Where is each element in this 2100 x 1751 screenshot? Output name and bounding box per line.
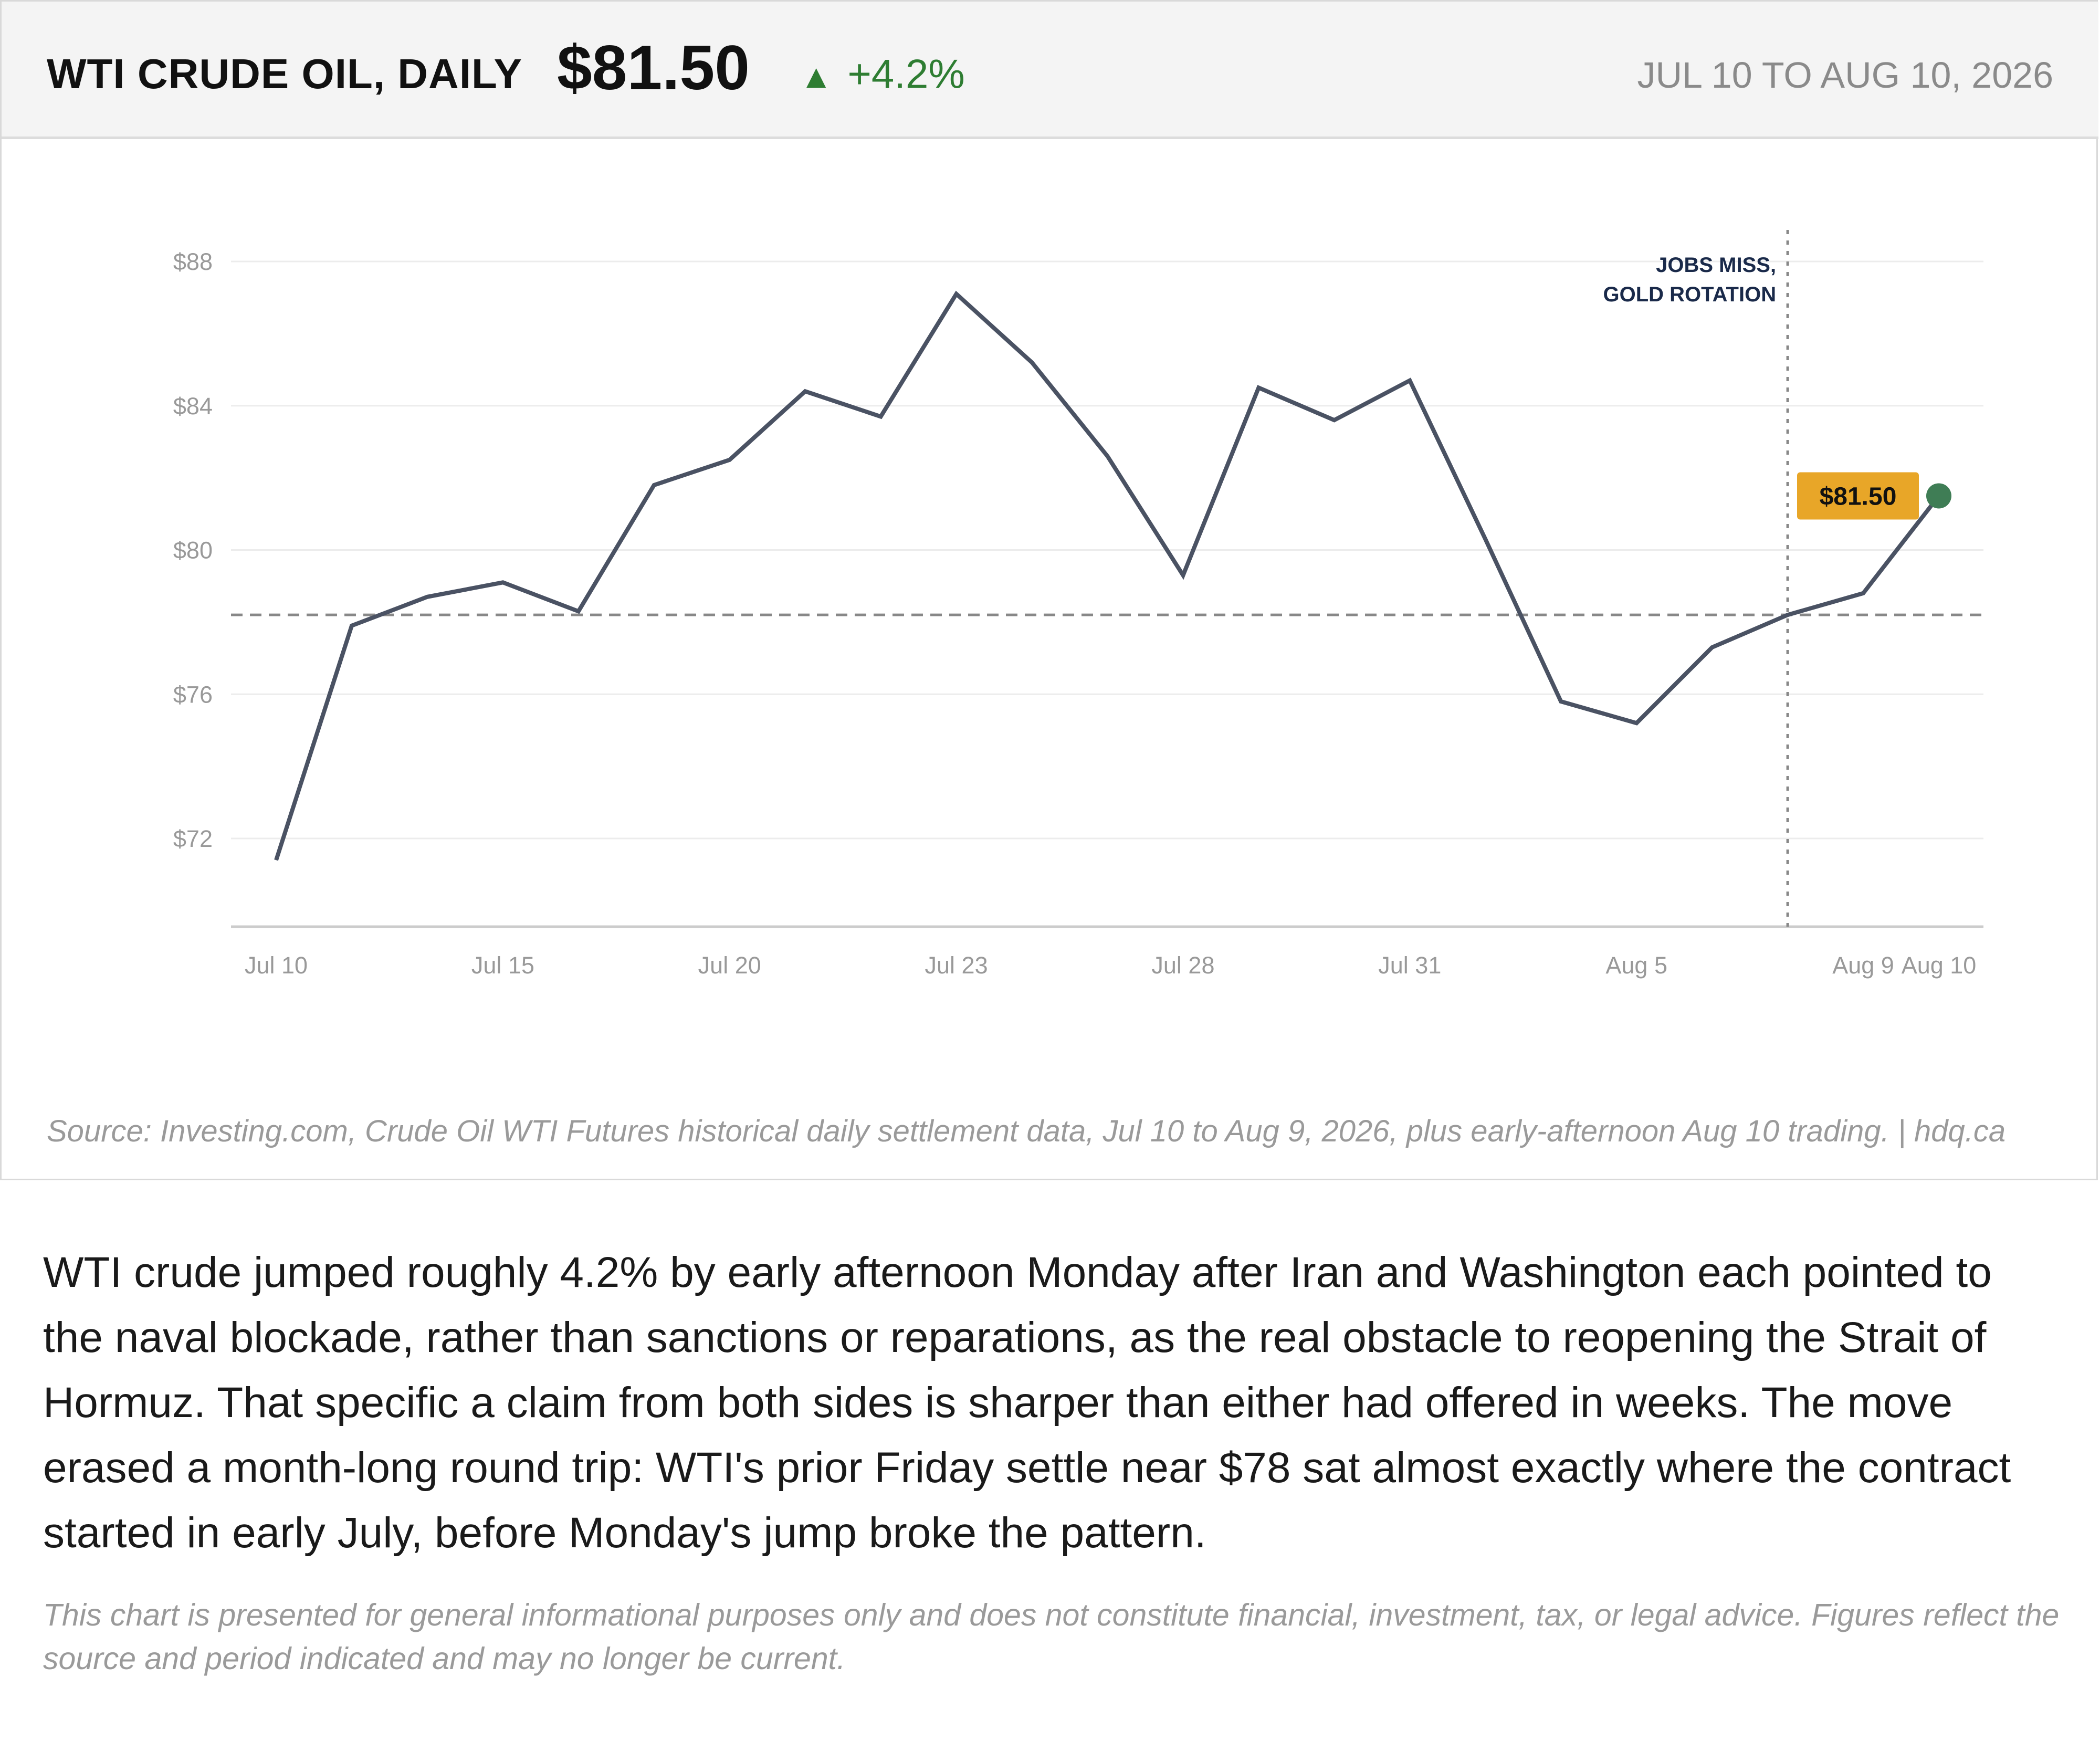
chart-header: WTI CRUDE OIL, DAILY $81.50 ▲ +4.2% JUL 1… [2,2,2098,139]
current-price: $81.50 [557,33,750,103]
source-note: Source: Investing.com, Crude Oil WTI Fut… [47,1114,2006,1148]
date-range: JUL 10 TO AUG 10, 2026 [1637,55,2053,96]
price-line-chart: JOBS MISS, GOLD ROTATION $81.50 Jul 10 Jul… [173,230,1983,979]
y-tick-label: $80 [173,537,213,564]
x-tick-label: Aug 5 [1605,952,1667,979]
y-tick-label: $76 [173,681,213,708]
last-price-dot [1926,483,1951,509]
price-change-value: +4.2% [847,50,965,97]
x-tick-label: Jul 10 [245,952,308,979]
last-price-badge [1797,472,1919,520]
x-tick-label: Jul 31 [1378,952,1441,979]
disclaimer: This chart is presented for general info… [43,1598,2060,1676]
x-tick-label: Aug 10 [1902,952,1977,979]
y-tick-label: $72 [173,825,213,852]
x-tick-label: Jul 20 [698,952,761,979]
chart-card: WTI CRUDE OIL, DAILY $81.50 ▲ +4.2% JUL 1… [0,0,2098,1180]
last-price-label: $81.50 [1820,483,1897,510]
up-arrow-icon: ▲ [800,57,833,96]
article-paragraph: WTI crude jumped roughly 4.2% by early a… [43,1249,2011,1557]
x-tick-label: Jul 15 [471,952,534,979]
x-tick-label: Jul 28 [1151,952,1214,979]
x-tick-label: Jul 23 [925,952,988,979]
chart-title: WTI CRUDE OIL, DAILY [47,50,522,97]
event-annotation-label: GOLD ROTATION [1603,283,1776,306]
x-tick-label: Aug 9 [1832,952,1894,979]
y-tick-label: $88 [173,248,213,275]
y-tick-label: $84 [173,393,213,420]
event-annotation-label: JOBS MISS, [1656,254,1776,277]
price-change: ▲ +4.2% [800,50,965,98]
price-series-line [274,290,1941,861]
